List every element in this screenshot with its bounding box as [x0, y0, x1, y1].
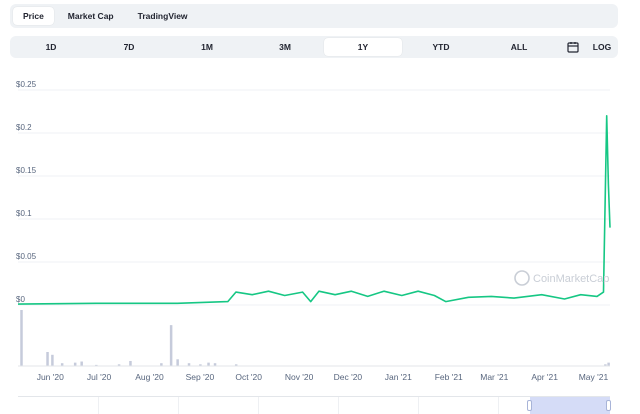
coinmarketcap-logo-icon	[514, 270, 530, 286]
watermark-text: CoinMarketCap	[533, 273, 609, 285]
x-tick-label: Jun '20	[37, 372, 64, 382]
range-1d-button[interactable]: 1D	[45, 42, 57, 52]
x-tick-label: Nov '20	[285, 372, 314, 382]
volume-bar	[20, 310, 23, 366]
volume-bar	[176, 359, 179, 366]
log-scale-toggle[interactable]: LOG	[592, 42, 612, 52]
tab-market-cap[interactable]: Market Cap	[67, 11, 114, 21]
range-1y-button[interactable]: 1Y	[324, 38, 402, 56]
x-tick-label: Apr '21	[531, 372, 558, 382]
volume-bar	[607, 362, 610, 366]
x-tick-label: Aug '20	[135, 372, 164, 382]
calendar-icon[interactable]	[567, 41, 579, 53]
x-tick-label: Mar '21	[480, 372, 508, 382]
y-tick-label: $0.05	[16, 252, 37, 261]
volume-bar	[117, 364, 121, 366]
volume-bar	[187, 363, 191, 366]
watermark: CoinMarketCap	[514, 270, 609, 286]
volume-bar	[199, 364, 202, 366]
x-tick-label: May '21	[579, 372, 609, 382]
volume-bar	[80, 361, 83, 366]
range-7d-button[interactable]: 7D	[123, 42, 135, 52]
x-tick-label: Jul '20	[87, 372, 112, 382]
navigator-right-handle[interactable]	[606, 400, 611, 411]
price-series-line	[17, 115, 611, 305]
x-tick-label: Oct '20	[235, 372, 262, 382]
volume-bar	[129, 360, 132, 366]
volume-bar	[169, 325, 173, 366]
y-tick-label: $0.25	[16, 80, 37, 89]
x-tick-label: Sep '20	[186, 372, 215, 382]
chart-type-tabs: Price Market Cap TradingView	[10, 4, 618, 28]
navigator-selection[interactable]	[530, 397, 610, 414]
tab-tradingview[interactable]: TradingView	[137, 11, 188, 21]
x-tick-label: Jan '21	[385, 372, 412, 382]
time-range-selector: 1D 7D 1M 3M 1Y YTD ALL LOG	[10, 36, 618, 58]
volume-bar	[73, 362, 77, 366]
y-tick-label: $0	[16, 295, 25, 304]
volume-bar	[234, 364, 238, 366]
range-1m-button[interactable]: 1M	[201, 42, 213, 52]
price-chart[interactable]: $0$0.05$0.1$0.15$0.2$0.25 CoinMarketCap …	[0, 70, 640, 396]
navigator-left-handle[interactable]	[527, 400, 532, 411]
volume-bar	[207, 362, 210, 366]
range-navigator[interactable]	[18, 396, 611, 414]
y-tick-label: $0.1	[16, 209, 32, 218]
volume-bar	[604, 364, 607, 366]
range-all-button[interactable]: ALL	[510, 42, 528, 52]
volume-bar	[51, 354, 54, 366]
x-tick-label: Dec '20	[334, 372, 363, 382]
y-tick-label: $0.15	[16, 166, 37, 175]
volume-bar	[213, 363, 217, 366]
tab-price[interactable]: Price	[13, 7, 54, 25]
range-3m-button[interactable]: 3M	[279, 42, 291, 52]
volume-bar	[160, 363, 163, 366]
volume-bar	[60, 363, 64, 366]
volume-bar	[46, 352, 49, 366]
volume-bar	[95, 364, 98, 366]
x-tick-label: Feb '21	[435, 372, 463, 382]
y-tick-label: $0.2	[16, 123, 32, 132]
range-ytd-button[interactable]: YTD	[432, 42, 450, 52]
